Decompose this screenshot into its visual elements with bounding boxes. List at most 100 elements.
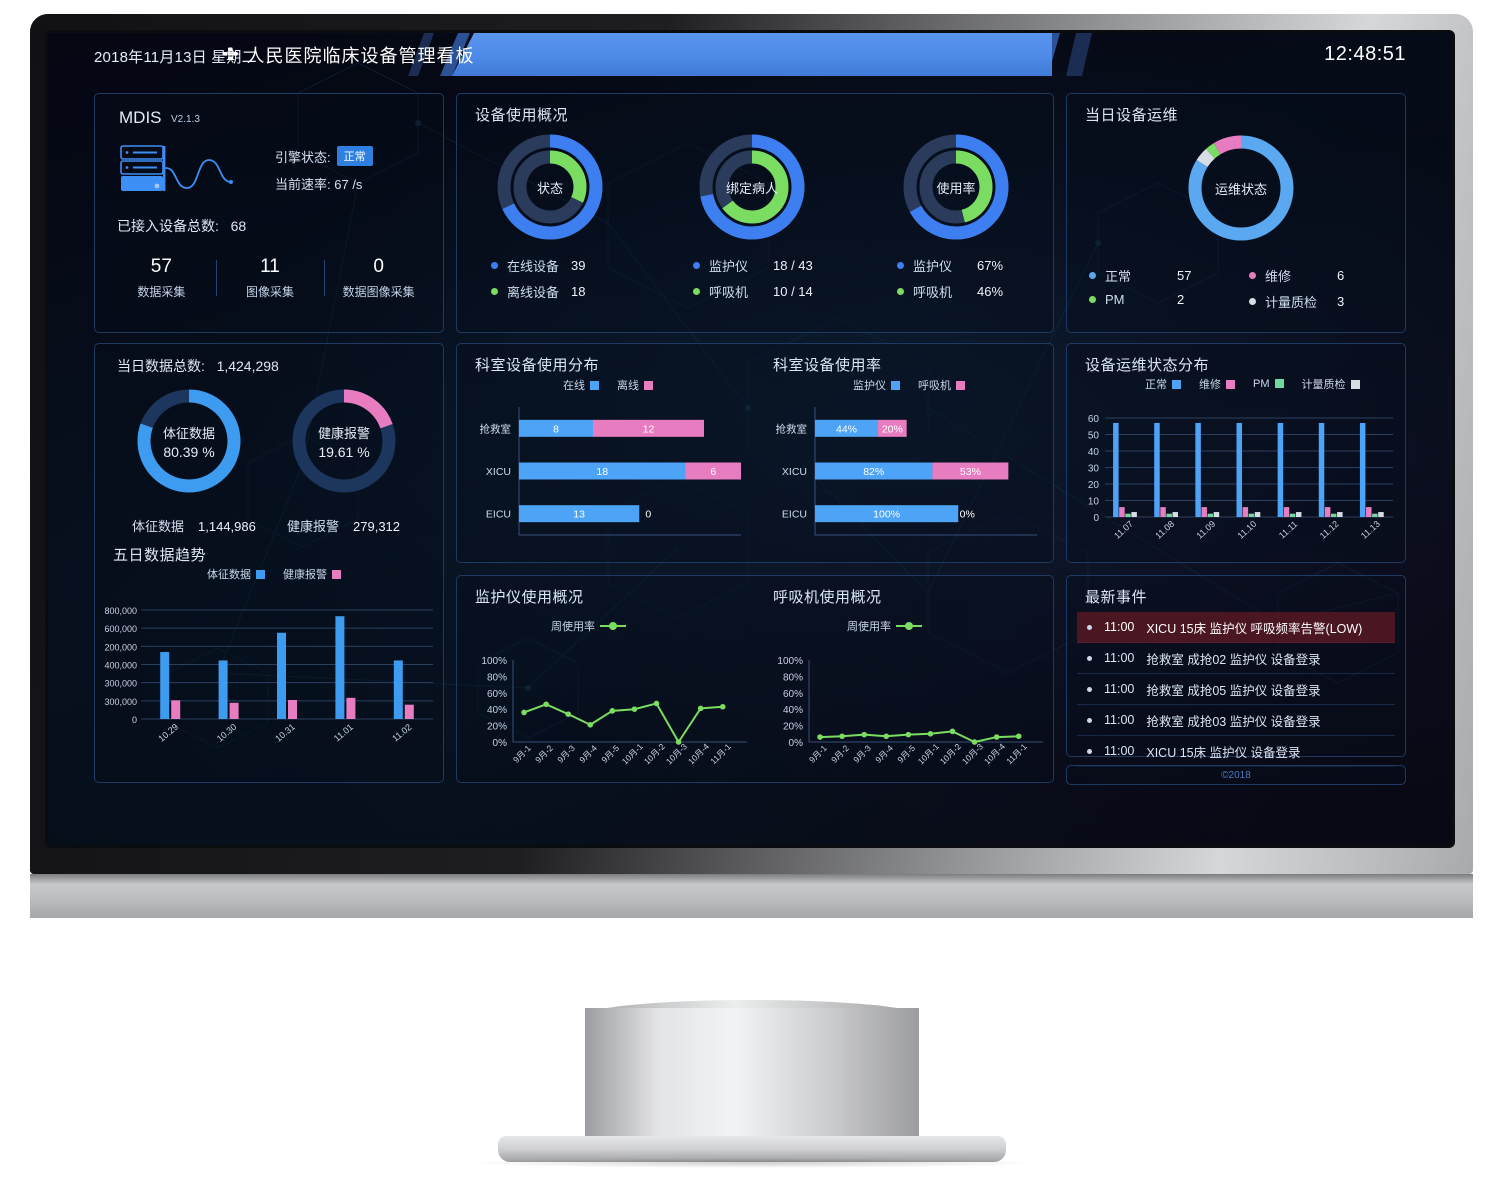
svg-text:18: 18 [596, 466, 608, 478]
legend-item: 在线 [563, 377, 599, 393]
stat-label: 数据图像采集 [342, 285, 415, 299]
legend-value: 3 [1337, 294, 1345, 309]
legend-row: 呼吸机 46% [897, 282, 1003, 301]
legend-dot-icon [491, 288, 498, 295]
event-row[interactable]: 11:00 XICU 15床 监护仪 呼吸频率告警(LOW) [1077, 612, 1395, 643]
svg-text:11.13: 11.13 [1359, 519, 1382, 541]
legend-swatch [590, 381, 599, 390]
chart-legend: 在线 离线 [563, 377, 653, 393]
svg-text:40: 40 [1088, 447, 1100, 458]
top-header-bar: 2018年11月13日 星期二 人民医院临床设备管理看板 12: [48, 33, 1452, 78]
daily-ops-panel: 当日设备运维 运维状态 正常 57 维修 6 PM 2 计量质检 3 [1066, 93, 1406, 333]
header-title-band [452, 33, 1052, 76]
svg-text:0%: 0% [960, 509, 975, 521]
svg-text:8: 8 [553, 423, 559, 435]
svg-text:10月-3: 10月-3 [664, 741, 689, 766]
event-row[interactable]: 11:00 抢救室 成抢03 监护仪 设备登录 [1077, 705, 1395, 736]
legend-item: 计量质检 [1302, 376, 1360, 392]
svg-text:10月-1: 10月-1 [620, 741, 645, 766]
total-devices-value: 68 [230, 218, 247, 234]
ventilator-usage-line-chart: 周使用率 0% 20% 40% 60% 80% 100% 9月-1 9月-2 9月-3 9月-4 9月… [763, 621, 1053, 782]
panel-title: 最新事件 [1085, 589, 1148, 606]
svg-text:200,000: 200,000 [104, 642, 137, 652]
legend-name: PM [1105, 292, 1125, 307]
legend-dot-icon [693, 262, 700, 269]
stat-cell: 11 图像采集 [215, 256, 325, 300]
svg-text:抢救室: 抢救室 [776, 422, 808, 435]
svg-text:50: 50 [1088, 431, 1100, 442]
svg-text:82%: 82% [863, 466, 884, 478]
monitor-usage-line-chart: 周使用率 0% 20% 40% 60% 80% 100% 9月-1 9月-2 9月-3 9月-4 9月… [467, 621, 757, 782]
svg-text:9月-2: 9月-2 [829, 743, 851, 765]
legend-name: 呼吸机 [918, 380, 951, 392]
legend-value: 18 [571, 284, 586, 299]
daily-data-footer: 健康报警 279,312 [287, 516, 400, 535]
legend-line-icon [896, 622, 922, 630]
stat-value: 0 [373, 256, 384, 277]
events-panel: 最新事件 11:00 XICU 15床 监护仪 呼吸频率告警(LOW) 11:00 抢… [1066, 575, 1406, 767]
legend-item: 正常 [1145, 376, 1181, 392]
dept-rate-chart: 监护仪 呼吸机 抢救室 44% 20% XICU 82% 53% EICU 100% 0% [763, 380, 1053, 549]
legend-item: 健康报警 [283, 566, 341, 582]
footer-value: 279,312 [353, 519, 401, 534]
donut-chart: 使用率 [901, 132, 1011, 242]
svg-text:800,000: 800,000 [104, 606, 137, 616]
stat-label: 图像采集 [246, 285, 295, 299]
legend-name: PM [1253, 378, 1270, 390]
legend-name: 监护仪 [913, 259, 953, 274]
svg-text:XICU: XICU [782, 466, 807, 478]
current-rate-row: 当前速率: 67 /s [275, 174, 362, 193]
legend-value: 67% [977, 258, 1004, 273]
event-dot-icon [1087, 655, 1092, 661]
header-title-wrap: 人民医院临床设备管理看板 [48, 33, 648, 76]
mdis-name: MDIS [119, 108, 162, 127]
event-text: 抢救室 成抢03 监护仪 设备登录 [1146, 714, 1321, 729]
legend-swatch [956, 381, 965, 390]
legend-name: 维修 [1265, 269, 1292, 284]
legend-row: 计量质检 3 [1249, 292, 1344, 311]
svg-text:100%: 100% [873, 509, 900, 521]
chart-legend: 周使用率 [551, 618, 626, 634]
legend-name: 离线设备 [507, 285, 560, 300]
legend-value: 46% [977, 284, 1004, 299]
legend-row: 监护仪 67% [897, 256, 1003, 275]
svg-text:100%: 100% [481, 656, 507, 667]
total-devices-row: 已接入设备总数: 68 [117, 216, 246, 236]
stat-value: 57 [150, 256, 172, 277]
svg-text:10月-3: 10月-3 [960, 741, 985, 766]
current-rate-label: 当前速率: [275, 177, 331, 192]
svg-text:40%: 40% [487, 705, 507, 716]
dept-distribution-chart: 在线 离线 抢救室 8 12 XICU 18 6 EICU 13 0 [467, 380, 757, 549]
legend-name: 在线设备 [507, 259, 560, 274]
usage-lines-panel: 监护仪使用概况 呼吸机使用概况 周使用率 0% 20% 40% 60% 80% 100% 9月… [456, 575, 1054, 783]
monitor-chin-edge [30, 874, 1473, 884]
donut-chart: 体征数据 80.39 % [130, 382, 248, 500]
svg-text:0%: 0% [789, 738, 804, 749]
event-list[interactable]: 11:00 XICU 15床 监护仪 呼吸频率告警(LOW) 11:00 抢救室 成抢… [1077, 612, 1395, 767]
event-row[interactable]: 11:00 XICU 15床 监护仪 设备登录 [1077, 736, 1395, 767]
event-row[interactable]: 11:00 抢救室 成抢05 监护仪 设备登录 [1077, 674, 1395, 705]
legend-item: PM [1253, 378, 1284, 390]
svg-text:11.12: 11.12 [1318, 519, 1341, 541]
donut-center-percent: 19.61 % [318, 443, 370, 460]
legend-name: 在线 [563, 380, 585, 392]
legend-value: 6 [1337, 268, 1345, 283]
svg-text:12: 12 [643, 423, 655, 435]
svg-text:抢救室: 抢救室 [480, 422, 512, 435]
svg-text:9月-2: 9月-2 [533, 743, 555, 765]
event-dot-icon [1087, 748, 1092, 754]
legend-name: 离线 [617, 380, 639, 392]
event-row[interactable]: 11:00 抢救室 成抢02 监护仪 设备登录 [1077, 643, 1395, 674]
svg-text:20%: 20% [783, 722, 803, 733]
svg-text:80%: 80% [783, 672, 803, 683]
event-dot-icon [1087, 686, 1092, 692]
svg-text:9月-4: 9月-4 [873, 743, 895, 765]
mdis-panel: MDIS V2.1.3 引擎状态: 正常 当前速率: [94, 93, 444, 333]
current-rate-value: 67 /s [334, 177, 363, 192]
legend-name: 监护仪 [853, 380, 886, 392]
panel-title-2: 呼吸机使用概况 [773, 589, 882, 606]
svg-text:10.31: 10.31 [273, 722, 297, 744]
legend-swatch [644, 381, 653, 390]
svg-text:11月-1: 11月-1 [708, 741, 733, 766]
legend-name: 体征数据 [207, 569, 251, 581]
